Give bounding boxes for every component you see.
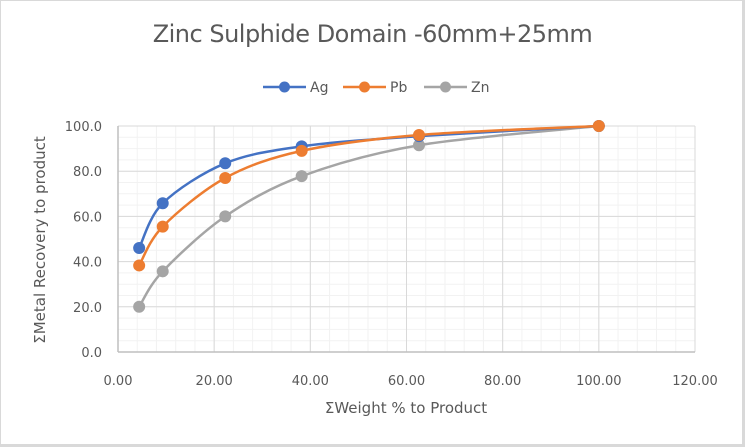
data-point-marker <box>156 197 169 210</box>
y-tick-label: 40.0 <box>73 256 102 271</box>
x-tick-label: 20.00 <box>196 374 233 389</box>
data-point-marker <box>156 220 169 233</box>
legend-label: Zn <box>471 80 489 96</box>
data-point-marker <box>295 170 308 183</box>
series-line <box>138 124 599 267</box>
data-point-marker <box>219 171 232 184</box>
x-tick-label: 60.00 <box>388 374 425 389</box>
chart-title: Zinc Sulphide Domain -60mm+25mm <box>152 20 593 48</box>
data-point-marker <box>156 265 169 278</box>
axes <box>117 126 695 353</box>
y-axis-title: ΣMetal Recovery to product <box>31 136 49 344</box>
legend-item-pb: Pb <box>343 80 407 96</box>
data-point-marker <box>133 242 146 255</box>
legend-label: Pb <box>390 80 407 96</box>
data-point-marker <box>295 144 308 157</box>
legend: Ag Pb Zn <box>263 80 489 96</box>
legend-item-zn: Zn <box>424 80 489 96</box>
legend-label: Ag <box>310 80 328 96</box>
data-point-marker <box>133 259 146 272</box>
data-point-marker <box>592 120 605 132</box>
data-series <box>133 120 605 313</box>
x-tick-label: 120.00 <box>672 374 718 389</box>
legend-item-ag: Ag <box>263 80 328 96</box>
data-point-marker <box>219 157 232 170</box>
legend-marker-icon <box>359 81 370 93</box>
legend-marker-icon <box>440 81 451 93</box>
x-tick-label: 0.00 <box>104 374 133 389</box>
data-point-marker <box>133 300 146 313</box>
data-point-marker <box>413 129 426 142</box>
y-tick-label: 0.0 <box>81 346 102 361</box>
legend-marker-icon <box>279 81 290 93</box>
series-pb <box>133 120 605 272</box>
y-axis-ticks: 0.0 20.0 40.0 60.0 80.0 100.0 <box>65 120 102 361</box>
x-tick-label: 40.00 <box>292 374 329 389</box>
x-axis-title: ΣWeight % to Product <box>325 399 487 417</box>
data-point-marker <box>219 210 232 223</box>
x-axis-ticks: 0.00 20.00 40.00 60.00 80.00 100.00 120.00 <box>104 374 718 389</box>
y-tick-label: 80.0 <box>73 165 102 180</box>
y-tick-label: 100.0 <box>65 120 102 135</box>
y-tick-label: 20.0 <box>73 301 102 316</box>
x-tick-label: 100.00 <box>576 374 622 389</box>
y-tick-label: 60.0 <box>73 210 102 225</box>
x-tick-label: 80.00 <box>484 374 521 389</box>
